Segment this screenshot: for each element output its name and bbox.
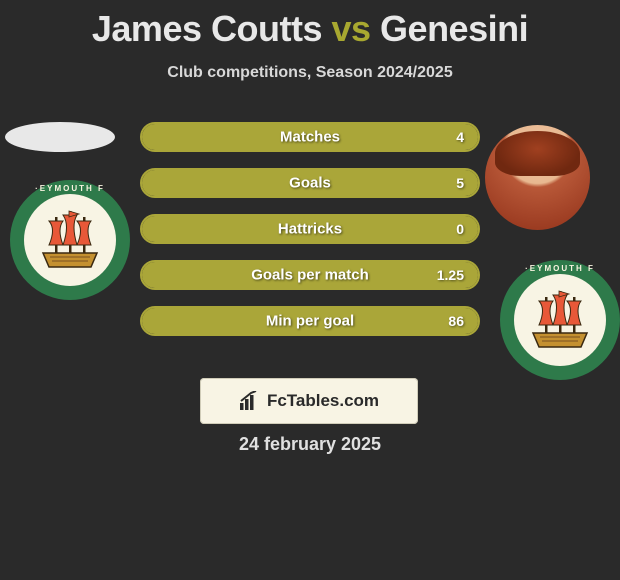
crest-text-right: ·EYMOUTH F — [500, 264, 620, 273]
subtitle: Club competitions, Season 2024/2025 — [0, 64, 620, 82]
crest-text-left: ·EYMOUTH F — [10, 184, 130, 193]
brand-box[interactable]: FcTables.com — [200, 378, 418, 424]
player1-avatar — [5, 122, 115, 152]
player2-avatar — [485, 125, 590, 230]
vs-separator: vs — [331, 8, 370, 49]
stat-row-goals-per-match: Goals per match 1.25 — [140, 260, 480, 290]
stat-label: Goals per match — [251, 267, 369, 284]
comparison-title: James Coutts vs Genesini — [0, 0, 620, 50]
stat-label: Hattricks — [278, 221, 342, 238]
stat-row-hattricks: Hattricks 0 — [140, 214, 480, 244]
stat-value: 86 — [448, 313, 464, 329]
stat-value: 4 — [456, 129, 464, 145]
stat-row-goals: Goals 5 — [140, 168, 480, 198]
crest-inner-right — [514, 274, 606, 366]
stat-row-matches: Matches 4 — [140, 122, 480, 152]
ship-icon — [525, 285, 595, 355]
stat-label: Matches — [280, 129, 340, 146]
ship-icon — [35, 205, 105, 275]
stat-row-min-per-goal: Min per goal 86 — [140, 306, 480, 336]
crest-inner-left — [24, 194, 116, 286]
chart-icon — [239, 391, 261, 411]
stats-container: Matches 4 Goals 5 Hattricks 0 Goals per … — [140, 122, 480, 352]
player2-club-crest: ·EYMOUTH F — [500, 260, 620, 380]
stat-label: Min per goal — [266, 313, 354, 330]
stat-value: 0 — [456, 221, 464, 237]
player2-name: Genesini — [380, 8, 528, 49]
stat-value: 5 — [456, 175, 464, 191]
player1-club-crest: ·EYMOUTH F — [10, 180, 130, 300]
stat-value: 1.25 — [437, 267, 464, 283]
snapshot-date: 24 february 2025 — [0, 434, 620, 455]
brand-text: FcTables.com — [267, 391, 379, 411]
stat-label: Goals — [289, 175, 331, 192]
player1-name: James Coutts — [92, 8, 322, 49]
